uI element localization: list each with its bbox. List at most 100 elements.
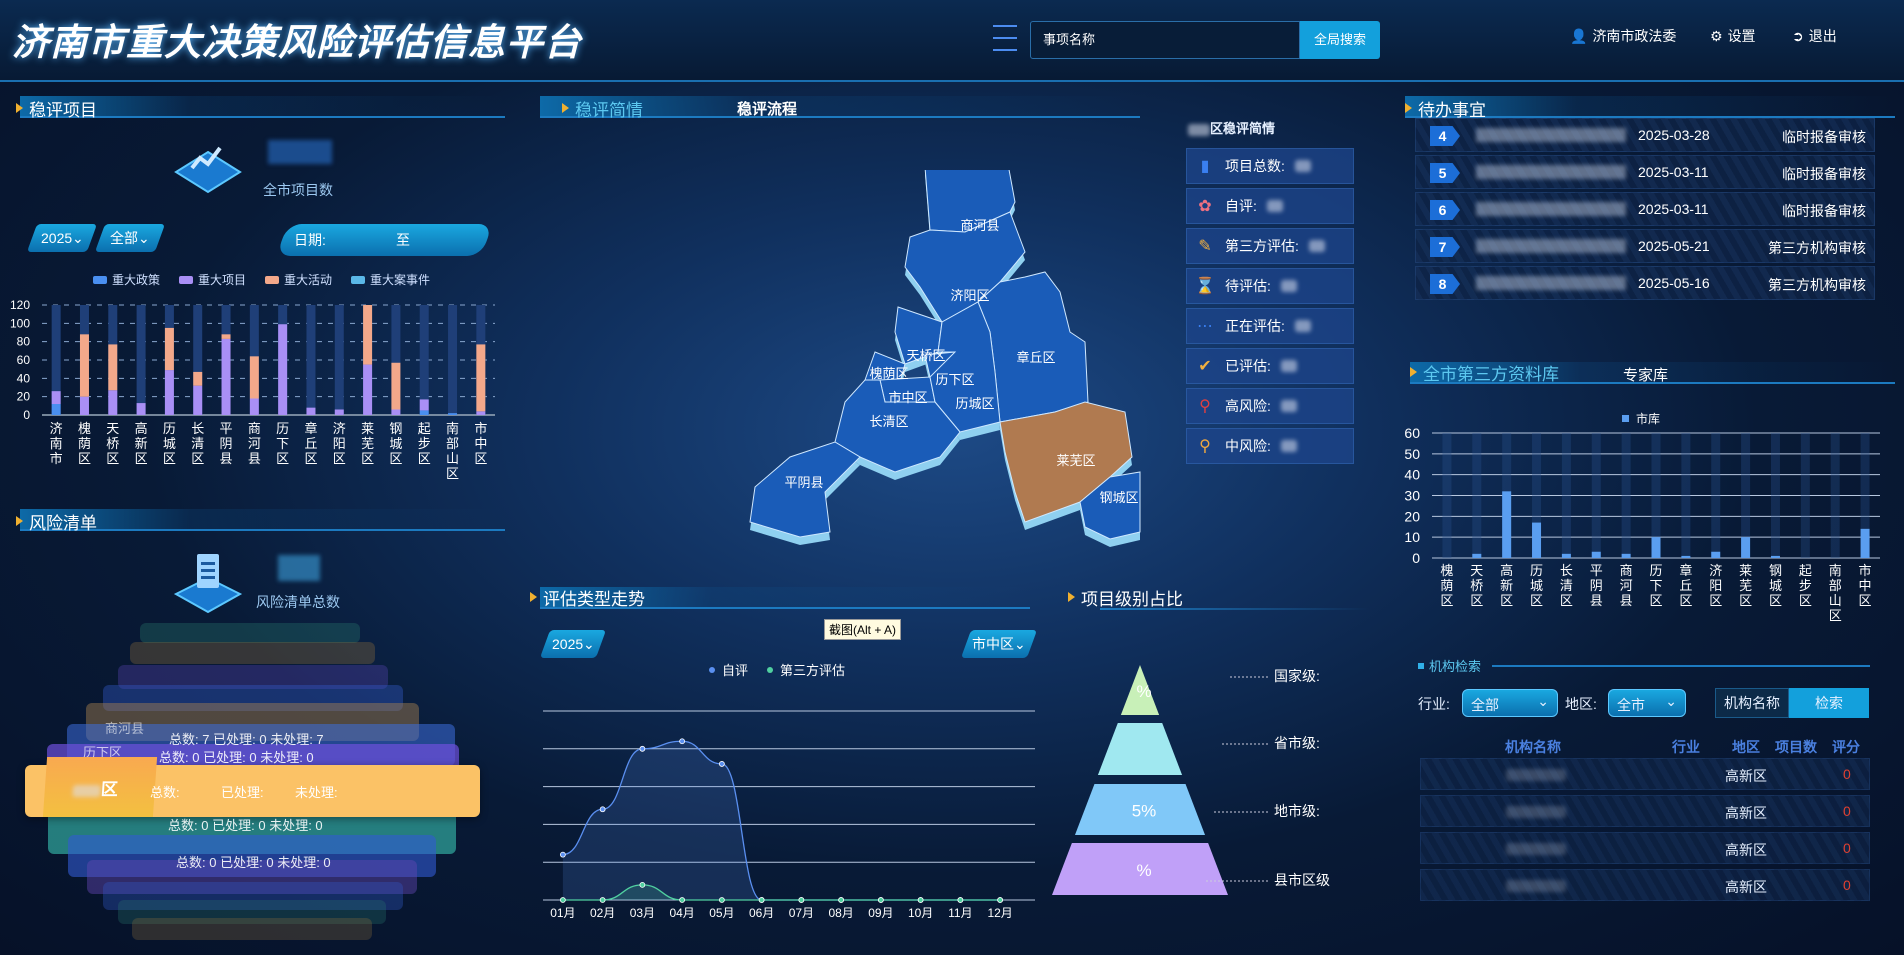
col-header: 评分 <box>1832 739 1860 755</box>
logout-label: 退出 <box>1808 28 1837 44</box>
risk-total: 总数: 0 <box>168 818 209 833</box>
pyramid-layer[interactable] <box>1120 665 1160 715</box>
industry-select[interactable]: 全部 ⌄ <box>1462 689 1558 717</box>
logout-button[interactable]: ➲ 退出 <box>1792 26 1837 46</box>
region-value: 全市 <box>1617 697 1645 713</box>
todo-row[interactable]: 7 2025-05-21 第三方机构审核 <box>1415 229 1875 263</box>
project-count-value <box>268 140 332 164</box>
data-point[interactable] <box>718 761 725 767</box>
map-region[interactable] <box>749 441 861 538</box>
triangle-icon <box>1410 367 1417 377</box>
settings-button[interactable]: ⚙ 设置 <box>1710 26 1756 46</box>
tab-process[interactable]: 稳评流程 <box>737 94 797 122</box>
org-search-button[interactable]: 检索 <box>1789 688 1869 718</box>
data-point[interactable] <box>718 897 725 903</box>
year-dropdown[interactable]: 2025⌄ <box>26 224 98 252</box>
x-tick-label: 桥 <box>1470 578 1483 593</box>
date-range-picker[interactable]: 日期: 至 <box>276 224 493 256</box>
legend-label: 重大项目 <box>198 273 246 287</box>
chevron-down-icon: ⌄ <box>71 230 84 246</box>
x-tick-label: 区 <box>1470 593 1483 608</box>
data-point[interactable] <box>679 897 686 903</box>
section-divider <box>1100 608 1370 610</box>
menu-icon[interactable] <box>993 25 1017 51</box>
data-point[interactable] <box>838 897 845 903</box>
risk-done: 已处理: 0 <box>203 750 257 765</box>
data-point[interactable] <box>599 806 606 813</box>
todo-row[interactable]: 6 2025-03-11 临时报备审核 <box>1415 192 1875 226</box>
data-point[interactable] <box>917 897 924 903</box>
bar-segment <box>391 409 401 415</box>
map-region-label: 济阳区 <box>950 288 989 303</box>
org-row[interactable]: 高新区 0 <box>1420 869 1870 901</box>
org-row[interactable]: 高新区 0 <box>1420 795 1870 827</box>
y-tick-label: 100 <box>10 316 30 330</box>
trend-district-dropdown[interactable]: 市中区⌄ <box>960 630 1038 658</box>
tab-third-party-library[interactable]: 全市第三方资料库 <box>1410 358 1559 386</box>
data-point[interactable] <box>639 881 646 888</box>
project-count-label: 全市项目数 <box>263 182 333 198</box>
data-point[interactable] <box>997 897 1004 903</box>
tab-brief[interactable]: 稳评简情 <box>562 94 643 122</box>
stat-row[interactable]: ⌛ 待评估: <box>1186 268 1354 304</box>
stat-row[interactable]: ✎ 第三方评估: <box>1186 228 1354 264</box>
stat-row[interactable]: ▮ 项目总数: <box>1186 148 1354 184</box>
data-point[interactable] <box>559 897 566 903</box>
x-tick-label: 阳 <box>333 436 346 451</box>
stat-row[interactable]: ✔ 已评估: <box>1186 348 1354 384</box>
data-point[interactable] <box>957 897 964 903</box>
todo-row[interactable]: 4 2025-03-28 临时报备审核 <box>1415 118 1875 152</box>
risk-carousel[interactable]: 商河县 总数: 7 已处理: 0 未处理: 7 历下区 总数: 0 已处理: 0 未… <box>0 620 505 940</box>
risk-todo: 未处理: 0 <box>277 855 331 870</box>
todo-row[interactable]: 8 2025-05-16 第三方机构审核 <box>1415 266 1875 300</box>
row-number-badge: 8 <box>1430 274 1460 294</box>
data-point[interactable] <box>639 745 646 752</box>
map-region[interactable] <box>894 306 943 365</box>
todo-date: 2025-05-21 <box>1638 238 1710 254</box>
bar <box>1472 553 1482 558</box>
x-tick-label: 荫 <box>78 436 91 451</box>
risk-item-active[interactable]: 区 总数: 已处理: 未处理: <box>25 757 480 817</box>
section-risk-header: 风险清单 <box>16 507 97 535</box>
x-tick-label: 城 <box>1530 578 1543 593</box>
legend-label: 重大活动 <box>284 273 332 287</box>
trend-year-dropdown[interactable]: 2025⌄ <box>539 630 607 658</box>
search-input[interactable]: 事项名称 <box>1030 21 1300 59</box>
scope-dropdown[interactable]: 全部⌄ <box>94 224 166 252</box>
stat-row[interactable]: ⚲ 中风险: <box>1186 428 1354 464</box>
org-row[interactable]: 高新区 0 <box>1420 832 1870 864</box>
global-search-button[interactable]: 全局搜索 <box>1300 21 1380 59</box>
stat-row[interactable]: ⚲ 高风险: <box>1186 388 1354 424</box>
app-title: 济南市重大决策风险评估信息平台 <box>12 22 582 63</box>
risk-item[interactable]: 总数: 0 已处理: 0 未处理: 0 <box>68 835 436 877</box>
x-tick-label: 河 <box>248 436 261 451</box>
stat-row[interactable]: ⋯ 正在评估: <box>1186 308 1354 344</box>
map-region[interactable] <box>834 379 961 473</box>
x-tick-label: 章 <box>1679 563 1692 578</box>
data-point[interactable] <box>599 897 606 903</box>
x-tick-label: 历 <box>276 421 289 436</box>
region-label: 地区: <box>1565 696 1597 712</box>
data-point[interactable] <box>798 897 805 903</box>
org-row[interactable]: 高新区 0 <box>1420 758 1870 790</box>
org-name-input[interactable]: 机构名称 <box>1715 688 1789 718</box>
region-select[interactable]: 全市 ⌄ <box>1608 689 1686 717</box>
x-tick-label: 区 <box>1769 593 1782 608</box>
pyramid-layer[interactable] <box>1074 784 1206 835</box>
bar-segment <box>363 364 373 415</box>
stat-row[interactable]: ✿ 自评: <box>1186 188 1354 224</box>
data-point[interactable] <box>559 851 566 858</box>
section-title: 待办事宜 <box>1418 100 1486 120</box>
risk-total: 总数: 0 <box>176 855 217 870</box>
pyramid-layer[interactable] <box>1097 723 1183 775</box>
map-region-label: 商河县 <box>960 218 999 233</box>
data-point[interactable] <box>758 897 765 903</box>
data-point[interactable] <box>877 897 884 903</box>
tab-expert-library[interactable]: 专家库 <box>1623 360 1668 388</box>
todo-row[interactable]: 5 2025-03-11 临时报备审核 <box>1415 155 1875 189</box>
data-point[interactable] <box>679 738 686 745</box>
pyramid-layer[interactable] <box>1052 843 1228 895</box>
user-menu[interactable]: 👤 济南市政法委 <box>1570 26 1676 46</box>
map-region[interactable] <box>1079 471 1141 540</box>
